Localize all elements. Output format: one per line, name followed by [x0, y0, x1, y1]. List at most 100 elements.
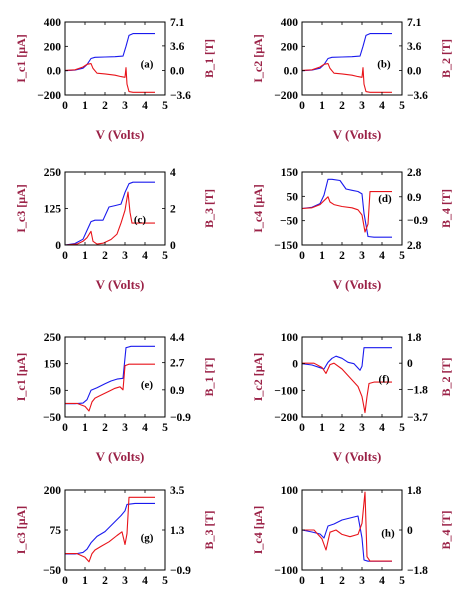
current-curve: [302, 515, 392, 562]
right-tick-label: 3.6: [170, 41, 185, 53]
plot-frame: [301, 171, 403, 246]
left-tick-label: 200: [44, 485, 62, 497]
left-axis-label: I_c3 [μA]: [14, 506, 28, 554]
right-tick-label: 4: [170, 167, 176, 179]
x-tick-label: 2: [339, 100, 345, 112]
right-axis-label: B_2 [T]: [439, 39, 453, 78]
x-tick-label: 0: [62, 100, 68, 112]
x-tick-label: 5: [399, 250, 405, 262]
right-axis-label: B_3 [T]: [202, 510, 216, 549]
left-tick-label: −50: [43, 565, 61, 577]
x-axis-label: V (Volts): [96, 277, 145, 292]
field-curve: [302, 491, 392, 562]
field-curve: [302, 63, 392, 93]
left-tick-label: 400: [281, 17, 299, 29]
left-tick-label: 100: [281, 332, 299, 344]
x-tick-label: 3: [359, 422, 365, 434]
x-tick-label: 0: [62, 250, 68, 262]
current-curve: [65, 181, 155, 245]
x-tick-label: 1: [319, 575, 325, 587]
x-tick-label: 5: [162, 575, 168, 587]
left-axis-label: I_c1 [μA]: [14, 34, 28, 82]
x-tick-label: 5: [162, 250, 168, 262]
right-tick-label: 2.7: [170, 358, 185, 370]
panel-label: (c): [134, 214, 147, 226]
plot-frame: [301, 336, 403, 418]
left-tick-label: 150: [44, 359, 62, 371]
left-axis-label: I_c4 [μA]: [251, 506, 265, 554]
left-axis-label: I_c2 [μA]: [251, 34, 265, 82]
field-curve: [302, 191, 392, 233]
left-axis-label: I_c4 [μA]: [251, 184, 265, 232]
x-tick-label: 4: [142, 250, 148, 262]
x-tick-label: 4: [379, 100, 385, 112]
right-tick-label: −3.6: [170, 90, 191, 102]
panel-a: 0 1 2 3 4 5 −200 0.0 200 400 −3.6 0.0 3.6 7.1 (a) V (Vo…: [14, 17, 216, 142]
panel-label: (e): [141, 379, 154, 391]
x-tick-label: 0: [62, 575, 68, 587]
left-axis-label: I_c1 [μA]: [14, 353, 28, 401]
x-tick-label: 0: [299, 100, 305, 112]
x-tick-label: 1: [82, 250, 88, 262]
right-tick-label: 0.9: [170, 385, 185, 397]
right-tick-label: 7.1: [407, 17, 422, 29]
x-tick-label: 2: [339, 422, 345, 434]
x-tick-label: 0: [299, 250, 305, 262]
x-tick-label: 4: [142, 422, 148, 434]
x-tick-label: 3: [359, 100, 365, 112]
left-tick-label: 50: [287, 191, 299, 203]
field-curve: [65, 63, 155, 93]
right-tick-label: 1.8: [407, 485, 422, 497]
panel-label: (d): [378, 193, 392, 205]
x-tick-label: 5: [399, 422, 405, 434]
left-tick-label: −50: [43, 412, 61, 424]
panel-label: (b): [377, 58, 391, 70]
left-tick-label: −200: [274, 90, 298, 102]
x-tick-label: 3: [359, 575, 365, 587]
x-tick-label: 1: [319, 250, 325, 262]
x-tick-label: 0: [62, 422, 68, 434]
x-tick-label: 0: [299, 575, 305, 587]
current-curve: [302, 178, 392, 238]
current-curve: [302, 347, 392, 371]
left-tick-label: 100: [281, 485, 299, 497]
left-tick-label: 0.0: [47, 66, 62, 78]
current-curve: [65, 33, 155, 72]
right-tick-label: 0.0: [407, 65, 422, 77]
x-tick-label: 1: [319, 422, 325, 434]
field-curve: [65, 363, 155, 412]
left-tick-label: 0: [292, 525, 298, 537]
right-tick-label: 1.8: [407, 332, 422, 344]
left-axis-label: I_c3 [μA]: [14, 184, 28, 232]
left-tick-label: 200: [44, 41, 62, 53]
x-tick-label: 1: [82, 422, 88, 434]
right-tick-label: −0.9: [170, 412, 191, 424]
right-axis-label: B_4 [T]: [439, 510, 453, 549]
right-tick-label: 3.5: [170, 485, 185, 497]
left-tick-label: 125: [44, 204, 62, 216]
x-tick-label: 2: [339, 575, 345, 587]
x-tick-label: 2: [339, 250, 345, 262]
plot-frame: [64, 21, 166, 96]
right-axis-label: B_3 [T]: [202, 189, 216, 228]
x-tick-label: 3: [122, 100, 128, 112]
panel-e: 0 1 2 3 4 5 −50 50 150 250 −0.9 0.9 2.7 4.4 (e) V (Volt…: [14, 332, 216, 464]
x-tick-label: 4: [379, 250, 385, 262]
plot-frame: [301, 21, 403, 96]
left-tick-label: −50: [280, 216, 298, 228]
x-tick-label: 5: [162, 100, 168, 112]
right-axis-label: B_1 [T]: [202, 357, 216, 396]
right-axis-label: B_1 [T]: [202, 39, 216, 78]
field-curve: [65, 191, 155, 245]
right-tick-label: 4.4: [170, 332, 185, 344]
x-tick-label: 5: [162, 422, 168, 434]
left-tick-label: 400: [44, 17, 62, 29]
x-tick-label: 2: [102, 575, 108, 587]
x-tick-label: 0: [299, 422, 305, 434]
x-axis-label: V (Volts): [96, 449, 145, 464]
x-tick-label: 2: [102, 100, 108, 112]
left-tick-label: 150: [281, 167, 299, 179]
left-tick-label: −100: [274, 565, 298, 577]
right-tick-label: 0: [407, 525, 413, 537]
